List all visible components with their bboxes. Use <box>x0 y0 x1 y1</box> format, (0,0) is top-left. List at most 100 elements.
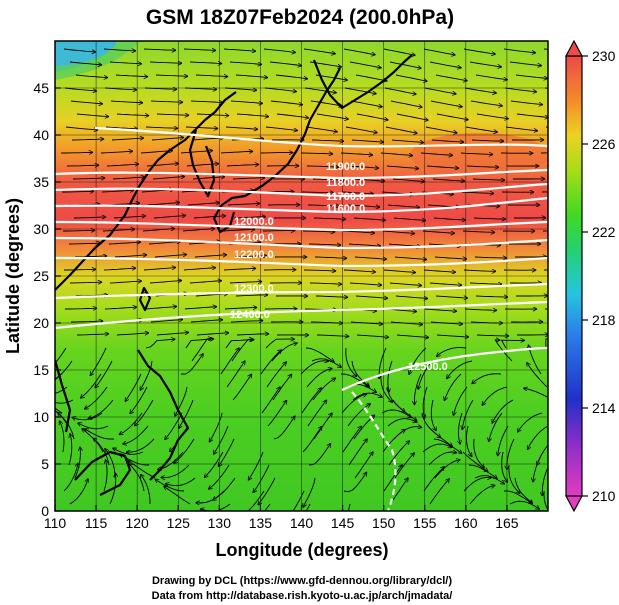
streamline <box>106 164 138 166</box>
streamline <box>396 113 428 120</box>
streamline <box>476 113 508 119</box>
streamline <box>418 360 433 389</box>
streamline <box>347 404 370 427</box>
colorbar-top-arrow <box>565 39 583 57</box>
streamline <box>380 373 392 402</box>
colorbar-tick-label: 222 <box>592 224 616 240</box>
streamline <box>356 334 388 337</box>
streamline <box>349 282 381 285</box>
streamline <box>381 409 411 417</box>
streamline <box>109 62 141 64</box>
streamline <box>183 268 215 271</box>
streamline <box>305 126 337 132</box>
streamline <box>500 340 524 349</box>
streamline <box>392 178 424 182</box>
streamline <box>460 153 493 154</box>
colorbar-ticks: 210 214 218 222 226 230 <box>582 48 616 504</box>
streamline <box>340 153 372 155</box>
streamline <box>463 48 495 54</box>
streamline <box>343 472 367 493</box>
streamline <box>459 412 463 444</box>
contour-label: 11700.0 <box>326 191 365 203</box>
streamline <box>113 448 144 455</box>
streamline <box>424 87 456 94</box>
coast-philippines <box>137 349 190 481</box>
streamline <box>226 165 259 167</box>
x-tick-label: 155 <box>413 515 437 531</box>
coast-sakhalin-kurils <box>312 54 413 110</box>
colorbar-bottom-arrow <box>565 495 583 513</box>
streamline <box>545 338 548 349</box>
contour-label: 12400.0 <box>230 309 270 321</box>
streamline <box>210 412 223 442</box>
streamline <box>276 113 308 118</box>
streamline <box>275 74 307 79</box>
x-axis-ticks: 110 115 120 125 130 135 140 145 150 155 160 165 <box>44 505 519 531</box>
streamline <box>104 88 136 90</box>
streamline <box>303 48 335 54</box>
streamline <box>379 347 387 378</box>
streamline <box>222 229 255 231</box>
streamline <box>432 178 464 181</box>
streamline <box>498 425 509 456</box>
streamline <box>70 321 103 322</box>
streamline <box>474 257 507 258</box>
streamline <box>101 190 133 192</box>
streamline <box>223 48 255 51</box>
colorbar-tick-label: 210 <box>592 488 616 504</box>
streamline <box>314 257 347 258</box>
streamline <box>383 465 402 492</box>
colorbar-tick-label: 230 <box>592 48 616 64</box>
streamline <box>71 139 104 140</box>
streamline <box>68 243 101 244</box>
coast-japan <box>213 67 341 219</box>
streamline <box>435 74 467 81</box>
colorbar: 210 214 218 222 226 230 <box>565 39 616 513</box>
streamline <box>263 48 295 52</box>
contour-label: 12200.0 <box>234 249 274 261</box>
streamline <box>55 360 73 381</box>
contour-11700 <box>55 168 548 180</box>
streamline <box>352 178 384 181</box>
streamline <box>343 48 375 55</box>
y-tick-label: 40 <box>33 127 49 143</box>
streamline <box>95 360 113 388</box>
streamline <box>69 61 101 65</box>
streamline <box>155 479 185 492</box>
streamline <box>185 127 218 129</box>
streamline <box>100 151 132 153</box>
streamline <box>156 114 189 115</box>
x-tick-label: 125 <box>167 515 191 531</box>
x-tick-label: 140 <box>290 515 314 531</box>
streamline <box>236 334 269 335</box>
streamline <box>193 216 225 219</box>
streamline <box>230 100 262 103</box>
streamline <box>75 74 107 78</box>
streamline <box>153 216 185 219</box>
streamline <box>141 475 151 505</box>
streamline <box>469 61 501 67</box>
streamline <box>423 269 455 272</box>
streamline <box>62 191 94 192</box>
streamline <box>190 320 222 323</box>
streamline <box>226 361 245 388</box>
streamline <box>224 308 257 310</box>
streamline <box>196 490 225 503</box>
streamline <box>70 100 102 104</box>
y-axis-ticks: 0 5 10 15 20 25 30 35 40 45 <box>33 80 61 519</box>
streamline <box>220 348 239 375</box>
streamline <box>312 179 345 180</box>
streamline <box>542 466 548 496</box>
streamline <box>253 464 270 492</box>
streamline <box>389 282 421 286</box>
streamline <box>112 177 144 179</box>
streamline <box>341 192 373 194</box>
streamline <box>394 256 426 260</box>
streamline <box>151 138 183 141</box>
streamline <box>129 464 145 492</box>
streamline <box>462 451 488 472</box>
contour-label: 12500.0 <box>408 361 448 373</box>
streamline <box>310 100 342 106</box>
streamline <box>355 74 387 81</box>
streamline <box>115 75 148 77</box>
